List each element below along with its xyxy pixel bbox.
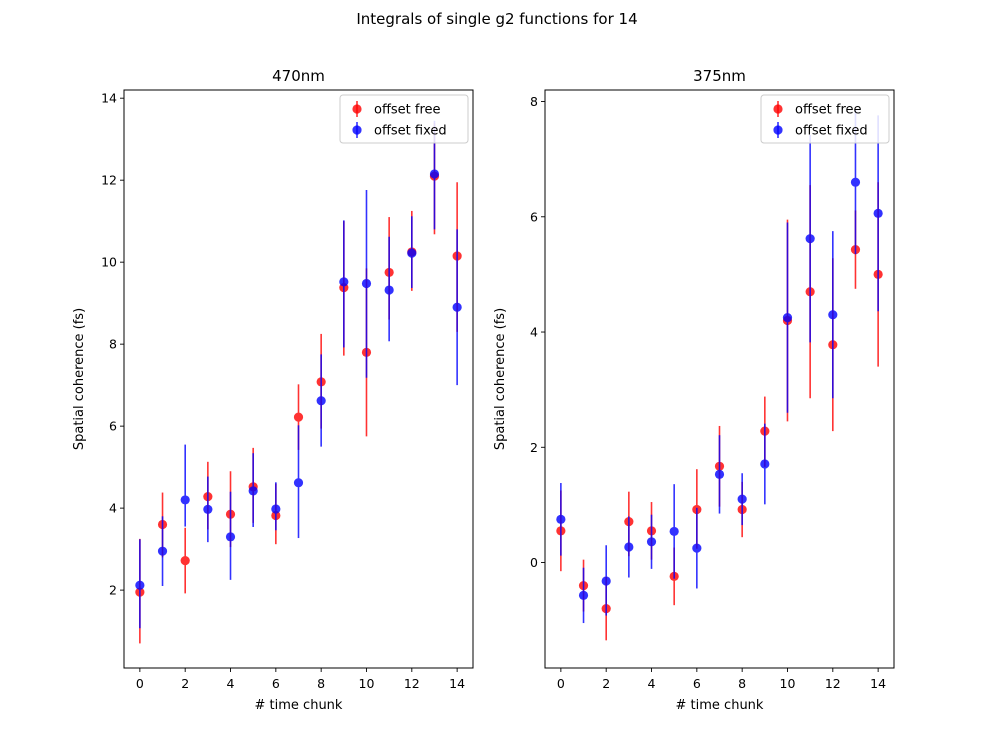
y-tick-label: 6 <box>530 209 538 224</box>
data-point <box>135 580 145 590</box>
data-point <box>293 478 304 488</box>
chart-panel-1: 470nm 0 2 4 6 8 10 12 14 2 4 6 8 10 12 14 # time chunk Sp… <box>72 67 474 713</box>
x-tick-label: 14 <box>870 676 886 691</box>
data-point <box>669 526 679 537</box>
legend-marker <box>352 104 362 114</box>
y-tick-label: 10 <box>101 255 117 270</box>
data-point <box>646 537 657 547</box>
data-point <box>714 469 725 479</box>
y-tick-label: 4 <box>109 501 117 516</box>
x-tick-label: 6 <box>272 676 280 691</box>
data-point <box>805 234 815 244</box>
legend-label: offset free <box>795 103 862 118</box>
plot-frame <box>123 89 474 669</box>
panel-title: 470nm <box>272 67 325 85</box>
data-point <box>157 546 168 556</box>
data-point <box>316 396 326 406</box>
x-tick-label: 12 <box>825 676 841 691</box>
series-offset-fixed <box>135 120 462 629</box>
x-tick-label: 8 <box>738 676 746 691</box>
y-axis-label: Spatial coherence (fs) <box>493 308 508 450</box>
data-point <box>873 208 883 218</box>
y-tick-label: 12 <box>101 173 117 188</box>
data-point <box>203 504 213 514</box>
x-tick-label: 8 <box>317 676 325 691</box>
legend-label: offset free <box>374 103 441 118</box>
data-point <box>339 277 349 287</box>
legend: offset free offset fixed <box>760 94 890 144</box>
legend-marker <box>773 125 783 135</box>
x-tick-label: 10 <box>780 676 796 691</box>
data-point <box>850 177 861 187</box>
data-point <box>407 248 417 258</box>
y-tick-label: 4 <box>530 325 538 340</box>
x-tick-label: 10 <box>359 676 375 691</box>
data-point <box>624 542 634 552</box>
legend-marker <box>773 104 783 114</box>
series-offset-free <box>556 182 883 641</box>
data-point <box>271 504 281 514</box>
legend-box <box>339 94 469 144</box>
y-tick-label: 6 <box>109 419 117 434</box>
data-point <box>248 486 258 496</box>
data-point <box>692 543 702 553</box>
y-tick-label: 8 <box>530 94 538 109</box>
y-tick-label: 0 <box>530 555 538 570</box>
x-axis-label: # time chunk <box>255 698 343 713</box>
data-point <box>760 459 770 469</box>
plot-frame <box>544 89 895 669</box>
data-point <box>293 412 304 422</box>
x-tick-label: 14 <box>449 676 465 691</box>
x-tick-label: 0 <box>557 676 565 691</box>
x-tick-label: 12 <box>404 676 420 691</box>
x-tick-label: 0 <box>136 676 144 691</box>
data-point <box>429 169 440 179</box>
data-point <box>578 590 589 600</box>
y-tick-label: 2 <box>109 583 117 598</box>
y-axis-label: Spatial coherence (fs) <box>72 308 87 450</box>
data-point <box>452 302 462 312</box>
legend-marker <box>352 125 362 135</box>
legend-label: offset fixed <box>795 124 868 139</box>
legend-label: offset fixed <box>374 124 447 139</box>
y-tick-label: 8 <box>109 337 117 352</box>
legend: offset free offset fixed <box>339 94 469 144</box>
data-point <box>782 313 793 323</box>
x-tick-label: 4 <box>648 676 656 691</box>
y-tick-label: 14 <box>101 91 117 106</box>
data-point <box>384 285 394 295</box>
data-point <box>556 514 566 524</box>
legend-box <box>760 94 890 144</box>
data-point <box>225 532 236 542</box>
x-tick-label: 2 <box>181 676 189 691</box>
panel-title: 375nm <box>693 67 746 85</box>
x-tick-label: 6 <box>693 676 701 691</box>
series-offset-free <box>135 122 462 644</box>
data-point <box>180 555 190 566</box>
data-point <box>828 310 838 320</box>
data-point <box>361 278 372 289</box>
chart-panel-2: 375nm 0 2 4 6 8 10 12 14 0 2 4 6 8 # time chunk Spatial… <box>493 67 895 713</box>
data-point <box>737 494 747 504</box>
x-tick-label: 2 <box>602 676 610 691</box>
x-axis-label: # time chunk <box>676 698 764 713</box>
series-offset-fixed <box>556 110 883 624</box>
figure-title: Integrals of single g2 functions for 14 <box>356 10 638 28</box>
data-point <box>180 495 190 505</box>
data-point <box>601 576 611 586</box>
y-tick-label: 2 <box>530 440 538 455</box>
x-tick-label: 4 <box>227 676 235 691</box>
